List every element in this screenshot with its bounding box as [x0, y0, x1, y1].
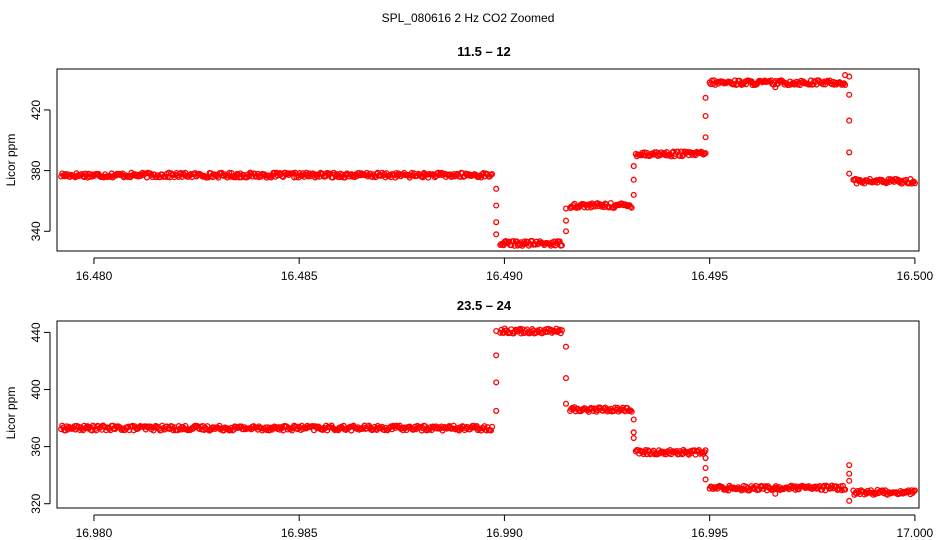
data-point [226, 169, 233, 177]
transition-point [702, 94, 709, 101]
data-point [489, 423, 496, 430]
data-points [58, 72, 918, 249]
data-point [557, 330, 564, 337]
panel-top: 11.5 – 12 Licor ppm 16.480 16.485 16.490 16… [4, 44, 934, 283]
x-axis: 16.980 16.985 16.990 16.995 17.000 [76, 514, 934, 540]
y-axis: 340 380 420 [29, 100, 51, 241]
transition-point [846, 117, 853, 124]
transition-point [493, 352, 500, 359]
transition-point [630, 416, 637, 423]
transition-point [846, 91, 853, 98]
panel-title: 23.5 – 24 [457, 298, 512, 313]
y-axis-label: Licor ppm [4, 134, 18, 187]
x-tick-label: 16.985 [281, 526, 318, 540]
y-tick-label: 360 [29, 436, 43, 456]
figure-title: SPL_080616 2 Hz CO2 Zoomed [382, 11, 555, 25]
data-point [583, 201, 590, 208]
data-point [842, 486, 849, 493]
transition-point [702, 134, 709, 141]
transition-point [846, 497, 853, 504]
data-point [558, 327, 565, 334]
transition-point [562, 400, 570, 407]
x-tick-label: 16.495 [691, 269, 728, 283]
x-axis: 16.480 16.485 16.490 16.495 16.500 [76, 257, 934, 283]
transition-point [846, 470, 853, 477]
data-point [489, 171, 496, 178]
transition-point [702, 454, 709, 462]
transition-point [702, 476, 709, 483]
transition-point [493, 379, 500, 386]
data-point [627, 407, 634, 414]
y-tick-label: 400 [29, 379, 43, 399]
transition-point [630, 434, 637, 442]
panel-title: 11.5 – 12 [457, 44, 511, 59]
y-tick-label: 420 [29, 100, 43, 120]
transition-point [846, 462, 853, 469]
transition-point [562, 217, 570, 224]
data-point [911, 180, 918, 187]
y-tick-label: 340 [29, 221, 43, 241]
data-point [911, 487, 918, 494]
y-tick-label: 440 [29, 322, 43, 342]
data-point [497, 241, 504, 248]
data-point [628, 204, 635, 211]
data-point [248, 170, 255, 177]
y-axis-label: Licor ppm [4, 387, 18, 440]
transition-point [846, 477, 853, 484]
transition-point [630, 176, 637, 183]
transition-point [846, 149, 853, 156]
panel-bottom: 23.5 – 24 Licor ppm 16.980 16.985 16.990 16… [4, 298, 934, 540]
transition-point [493, 407, 500, 414]
y-axis: 320 360 400 440 [29, 322, 51, 514]
data-point [842, 81, 849, 88]
x-tick-label: 16.500 [897, 269, 934, 283]
transition-point [702, 112, 709, 120]
transition-point [562, 205, 570, 212]
transition-point [630, 163, 637, 170]
x-tick-label: 16.480 [76, 269, 113, 283]
transition-point [493, 202, 500, 209]
data-point [679, 153, 686, 160]
transition-point [493, 231, 500, 238]
x-tick-label: 17.000 [897, 526, 934, 540]
data-point [558, 242, 565, 249]
transition-point [493, 327, 500, 335]
transition-point [493, 185, 500, 192]
transition-point [630, 191, 637, 198]
x-tick-label: 16.485 [281, 269, 318, 283]
transition-point [630, 429, 637, 436]
plot-frame [56, 320, 920, 509]
data-point [684, 148, 691, 156]
data-point [702, 447, 709, 454]
data-point [487, 427, 495, 434]
data-point [627, 203, 634, 210]
transition-point [562, 228, 570, 235]
data-points [58, 325, 918, 504]
data-point [702, 150, 709, 157]
plot-frame [56, 68, 920, 252]
outlier-point [842, 72, 849, 79]
x-tick-label: 16.980 [76, 526, 113, 540]
outlier-point [772, 490, 779, 497]
data-point [143, 423, 150, 430]
x-tick-label: 16.995 [691, 526, 728, 540]
transition-point [846, 170, 853, 177]
data-point [628, 408, 635, 415]
transition-point [493, 219, 500, 226]
transition-point [562, 375, 570, 382]
x-tick-label: 16.990 [486, 526, 523, 540]
x-tick-label: 16.490 [486, 269, 523, 283]
data-point [124, 173, 131, 180]
outlier-point [772, 84, 779, 91]
y-tick-label: 320 [29, 493, 43, 513]
y-tick-label: 380 [29, 160, 43, 180]
transition-point [562, 343, 570, 350]
transition-point [702, 464, 709, 472]
